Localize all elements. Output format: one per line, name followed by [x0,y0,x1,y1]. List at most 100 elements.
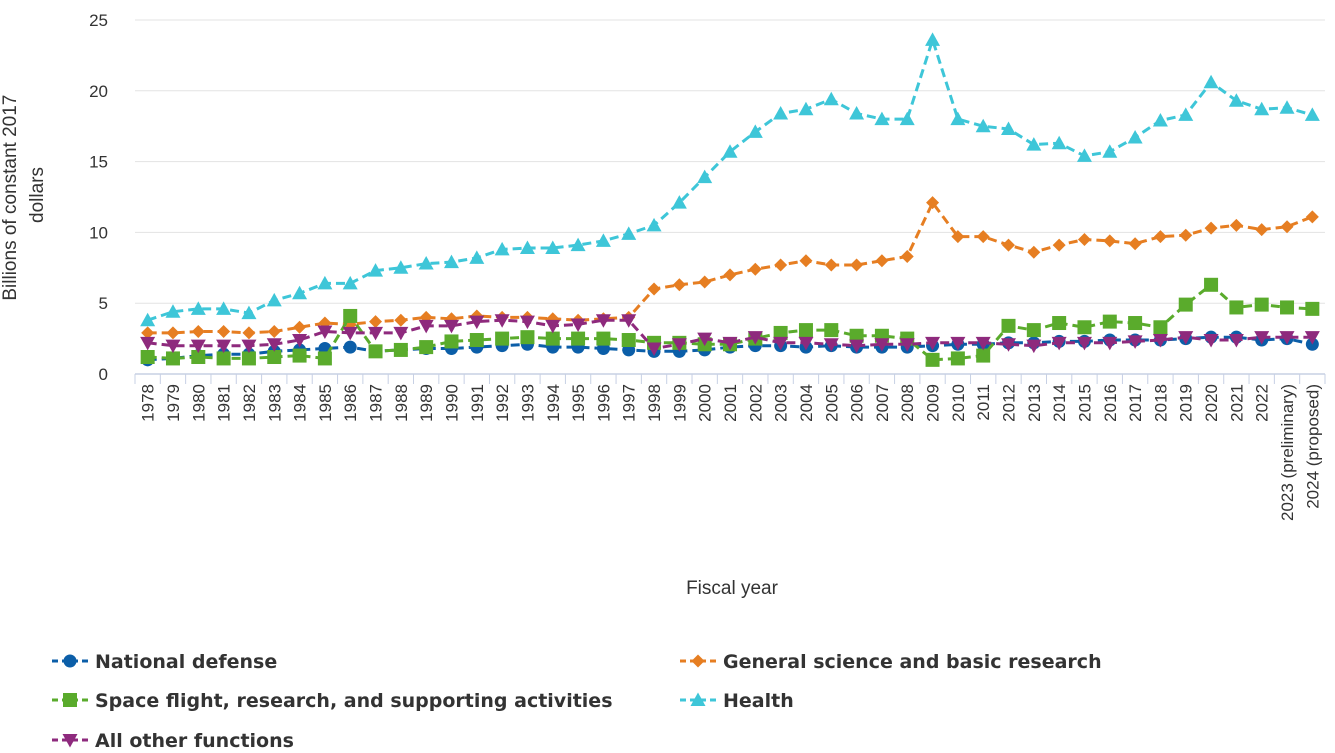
series-line [147,38,1313,322]
data-point [419,340,434,355]
data-point [190,339,206,354]
data-point [1153,230,1167,244]
data-point [1026,137,1042,151]
data-point [646,217,662,232]
x-tick-label: 1983 [265,384,284,422]
data-point [823,338,839,352]
data-point [621,226,637,240]
data-point [975,118,991,133]
x-tick-label: 1992 [493,384,512,422]
data-point [950,336,966,351]
data-point [292,348,307,363]
data-point [165,304,181,318]
x-tick-label: 2006 [848,384,867,422]
data-point [545,331,560,346]
data-point [671,195,687,209]
data-point [621,333,636,348]
data-point [1026,323,1041,338]
data-point [1228,334,1244,348]
data-point [317,275,333,290]
x-tick-label: 2017 [1126,384,1145,422]
data-point [393,260,409,274]
data-point [545,240,561,254]
y-axis-title: Billions of constant 2017 dollars [0,89,48,300]
series-line [147,318,1313,350]
legend-item: All other functions [52,730,294,752]
data-point [824,323,839,338]
x-tick-label: 1990 [442,384,461,422]
data-point [925,336,941,351]
data-point [140,350,155,365]
data-point [545,319,561,334]
data-point [647,282,661,296]
data-point [1254,297,1269,312]
data-point [1305,301,1320,316]
data-point [1152,113,1168,127]
data-point [798,323,813,338]
data-point [1103,234,1117,248]
data-point [140,312,156,327]
legend-item: National defense [52,651,277,673]
data-point [1229,300,1244,315]
data-point [1128,237,1142,251]
data-point [571,331,586,346]
data-point [241,305,257,320]
data-point [849,105,865,120]
data-point [1203,74,1219,89]
data-point [747,124,763,138]
legend: National defense General science and basi… [52,651,1102,752]
data-point [166,326,180,340]
data-point [925,352,940,367]
legend-label: Health [723,690,794,712]
data-point [1127,335,1143,349]
legend-swatch-marker [63,654,77,668]
data-point [266,338,282,352]
x-tick-label: 2024 (proposed) [1303,384,1322,509]
x-tick-label: 2016 [1101,384,1120,422]
legend-label: All other functions [95,730,294,752]
legend-item: Space flight, research, and supporting a… [52,690,613,712]
data-point [1279,331,1295,345]
data-point [394,313,408,327]
data-point [1229,218,1243,232]
data-point [1052,316,1067,331]
data-point [242,326,256,340]
data-point [570,318,586,332]
data-point [672,278,686,292]
data-point [267,325,281,339]
data-point [469,333,484,348]
x-tick-label: 1979 [164,384,183,422]
data-point [773,325,788,340]
data-point [1254,331,1270,345]
data-point [1279,100,1295,114]
y-tick-label: 0 [99,365,108,384]
data-point [899,338,915,352]
data-point [850,258,864,272]
legend-swatch-marker [63,693,77,707]
data-point [216,301,232,315]
data-point [519,240,535,254]
data-point [1204,221,1218,235]
data-point [191,350,206,365]
x-tick-label: 2005 [822,384,841,422]
data-point [494,314,510,328]
data-point [595,314,611,328]
data-point [1051,135,1067,150]
data-point [823,91,839,106]
data-point [926,196,940,210]
y-tick-label: 20 [89,82,108,101]
data-point [1179,228,1193,242]
data-point [140,336,156,351]
x-tick-label: 2000 [696,384,715,422]
x-tick-label: 2015 [1075,384,1094,422]
y-tick-label: 5 [99,294,108,313]
legend-swatch-marker [62,734,78,748]
data-point [190,301,206,315]
x-tick-label: 1987 [367,384,386,422]
data-point [469,250,485,264]
series-line [147,335,1313,362]
data-point [418,256,434,270]
data-point [722,144,738,158]
data-point [443,319,459,334]
